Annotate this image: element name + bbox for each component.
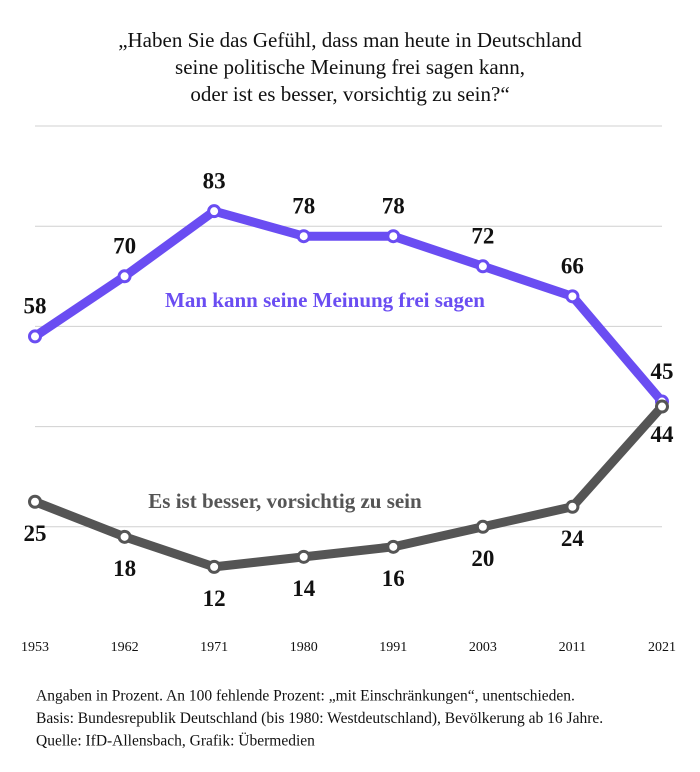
data-label: 78: [292, 194, 315, 219]
point: [28, 494, 42, 509]
point: [386, 539, 401, 554]
series-name: Es ist besser, vorsichtig zu sein: [148, 489, 422, 513]
footnote: Quelle: IfD-Allensbach, Grafik: Übermedi…: [36, 733, 315, 750]
x-tick-label: 2021: [648, 640, 676, 655]
data-label: 12: [203, 586, 226, 611]
point: [117, 529, 132, 544]
data-label: 20: [471, 546, 494, 571]
data-label: 18: [113, 556, 136, 581]
point: [475, 519, 490, 534]
x-tick-label: 1991: [379, 640, 407, 655]
data-label: 16: [382, 566, 405, 591]
data-label: 58: [24, 294, 47, 319]
point: [655, 399, 669, 414]
data-label: 14: [292, 576, 316, 601]
x-tick-label: 1962: [111, 640, 139, 655]
series-line: [32, 206, 666, 405]
point: [475, 259, 490, 274]
data-label: 24: [561, 526, 585, 551]
data-label: 25: [24, 521, 47, 546]
x-tick-label: 1980: [290, 640, 318, 655]
point: [565, 499, 580, 514]
x-tick-label: 2011: [559, 640, 586, 655]
point: [207, 204, 222, 219]
data-label: 72: [471, 224, 494, 249]
footnote: Basis: Bundesrepublik Deutschland (bis 1…: [36, 710, 603, 727]
data-label: 66: [561, 254, 584, 279]
data-label: 83: [203, 168, 226, 193]
series-line: [33, 403, 666, 572]
point: [28, 329, 42, 344]
data-label: 44: [651, 422, 675, 447]
series-name: Man kann seine Meinung frei sagen: [165, 288, 485, 312]
chart-title: „Haben Sie das Gefühl, dass man heute in…: [118, 28, 582, 52]
x-tick-label: 1953: [21, 640, 49, 655]
data-label: 78: [382, 194, 405, 219]
data-label: 45: [651, 359, 674, 384]
point: [296, 229, 311, 244]
point: [207, 559, 222, 574]
point: [296, 549, 311, 564]
chart-title: seine politische Meinung frei sagen kann…: [175, 55, 525, 79]
data-label: 70: [113, 234, 136, 259]
point: [117, 269, 132, 284]
x-tick-label: 1971: [200, 640, 228, 655]
point: [386, 229, 401, 244]
footnote: Angaben in Prozent. An 100 fehlende Proz…: [36, 688, 575, 705]
point: [565, 289, 580, 304]
chart-title: oder ist es besser, vorsichtig zu sein?“: [190, 82, 509, 106]
x-tick-label: 2003: [469, 640, 497, 655]
